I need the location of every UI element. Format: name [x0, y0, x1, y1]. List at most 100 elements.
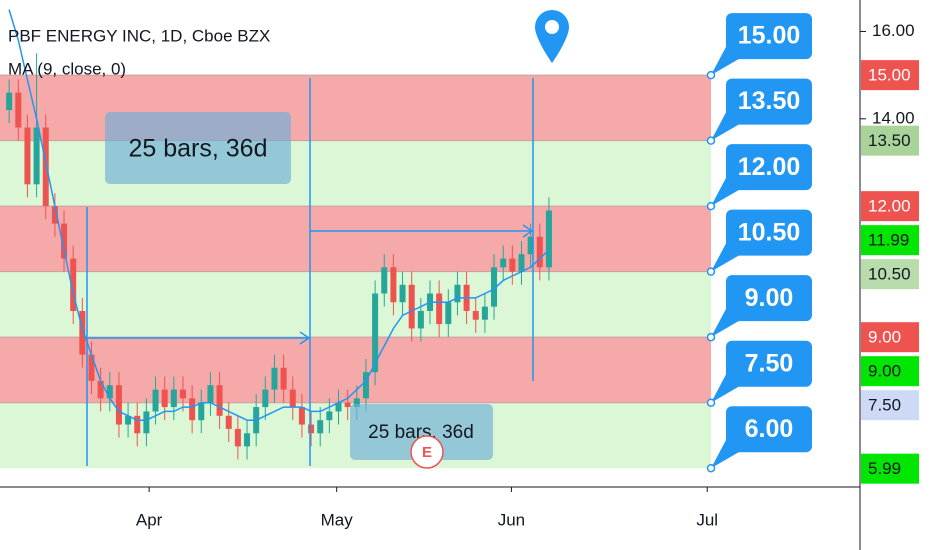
candle-body — [372, 293, 379, 373]
candle-body — [454, 284, 461, 303]
candle-body — [362, 372, 369, 399]
callout-label: 15.00 — [738, 22, 801, 50]
indicator-label: MA (9, close, 0) — [8, 59, 126, 78]
callouts: 15.00 13.50 12.00 10.50 9.00 7.50 6.00 — [706, 13, 812, 473]
candle-body — [509, 258, 516, 272]
level-dot — [706, 136, 716, 145]
candle-body — [170, 389, 177, 408]
candle-body — [491, 267, 498, 307]
candle-body — [33, 127, 40, 185]
candle-body — [408, 284, 415, 329]
candle-body — [61, 223, 68, 259]
zone — [0, 271, 711, 338]
earnings-marker[interactable] — [410, 435, 444, 469]
ma-line — [8, 9, 550, 421]
candle-body — [344, 402, 351, 408]
price-tag-label: 9.00 — [868, 328, 901, 347]
level-dot — [706, 463, 716, 473]
candle-body — [152, 389, 159, 412]
chart-title: PBF ENERGY INC, 1D, Cboe BZX — [8, 26, 270, 45]
candle-body — [381, 267, 388, 294]
candle-body — [335, 402, 342, 412]
candle-body — [545, 210, 552, 268]
price-tags: 15.00 13.50 12.00 11.99 10.50 9.00 9.00 7.50 5.9… — [861, 60, 919, 484]
candle-body — [536, 236, 543, 268]
callout-label: 10.50 — [738, 218, 801, 246]
candle-body — [445, 302, 452, 325]
candle-body — [70, 258, 77, 311]
callout-box — [726, 13, 812, 60]
candle-body — [262, 389, 269, 408]
candle-body — [326, 411, 333, 421]
callout-box — [726, 340, 812, 387]
candle-body — [518, 254, 525, 272]
measure-box — [105, 112, 291, 184]
price-tag — [861, 356, 919, 387]
callout-label: 7.50 — [745, 349, 794, 377]
y-tick-label: 14.00 — [872, 108, 915, 127]
price-tag — [861, 191, 919, 222]
candle-body — [198, 402, 205, 421]
price-tag-label: 15.00 — [868, 66, 911, 85]
candle-body — [481, 306, 488, 320]
x-tick-label: Apr — [136, 510, 163, 529]
level-dot — [706, 70, 716, 80]
measure-arrow — [299, 331, 311, 345]
price-tag — [861, 60, 919, 91]
candle-body — [143, 411, 150, 434]
price-tag-label: 11.99 — [868, 231, 909, 250]
callout-label: 6.00 — [745, 415, 794, 443]
candle-body — [79, 310, 86, 355]
measure-label: 25 bars, 36d — [368, 422, 474, 443]
price-tag-label: 7.50 — [868, 396, 901, 415]
candle-body — [234, 428, 241, 447]
candle-body — [161, 389, 168, 408]
callout-box — [726, 78, 812, 125]
candle-body — [298, 407, 305, 425]
price-tag — [861, 125, 919, 156]
callout-box — [726, 275, 812, 322]
earnings-label[interactable]: E — [422, 444, 432, 461]
price-tag — [861, 259, 919, 290]
measure-label: 25 bars, 36d — [129, 135, 268, 163]
candle-body — [42, 127, 49, 207]
callout-box — [726, 209, 812, 256]
candle-body — [399, 284, 406, 303]
candle-body — [225, 415, 232, 429]
candle-body — [88, 354, 95, 381]
pin-icon — [535, 10, 569, 63]
callout-label: 13.50 — [738, 87, 801, 115]
candle-body — [472, 310, 479, 320]
price-tag-label: 5.99 — [868, 459, 901, 478]
price-tag — [861, 390, 919, 421]
level-dot — [706, 332, 716, 342]
price-tag — [861, 225, 919, 256]
zone — [0, 206, 711, 272]
axes: Apr May Jun Jul 16.00 14.00 — [136, 21, 915, 530]
candles — [6, 9, 552, 460]
pin-hole — [545, 20, 559, 34]
price-tag-label: 13.50 — [868, 131, 911, 150]
measure-arrow — [522, 224, 534, 238]
callout-box — [726, 144, 812, 191]
candle-body — [271, 367, 278, 390]
candle-body — [51, 206, 58, 224]
candle-body — [289, 389, 296, 408]
price-tag-label: 10.50 — [868, 265, 911, 284]
candle-body — [308, 424, 315, 434]
price-tag-label: 9.00 — [868, 362, 901, 381]
candle-body — [207, 385, 214, 403]
candle-body — [189, 398, 196, 421]
candle-body — [500, 258, 507, 268]
level-dot — [706, 398, 716, 407]
candle-body — [280, 367, 287, 390]
level-dot — [706, 267, 716, 276]
candle-body — [390, 267, 397, 303]
candle-body — [134, 415, 141, 434]
price-tag-label: 12.00 — [868, 197, 911, 216]
candle-body — [106, 385, 113, 399]
x-tick-label: Jun — [498, 510, 525, 529]
candle-body — [125, 415, 132, 425]
candle-body — [179, 389, 186, 399]
